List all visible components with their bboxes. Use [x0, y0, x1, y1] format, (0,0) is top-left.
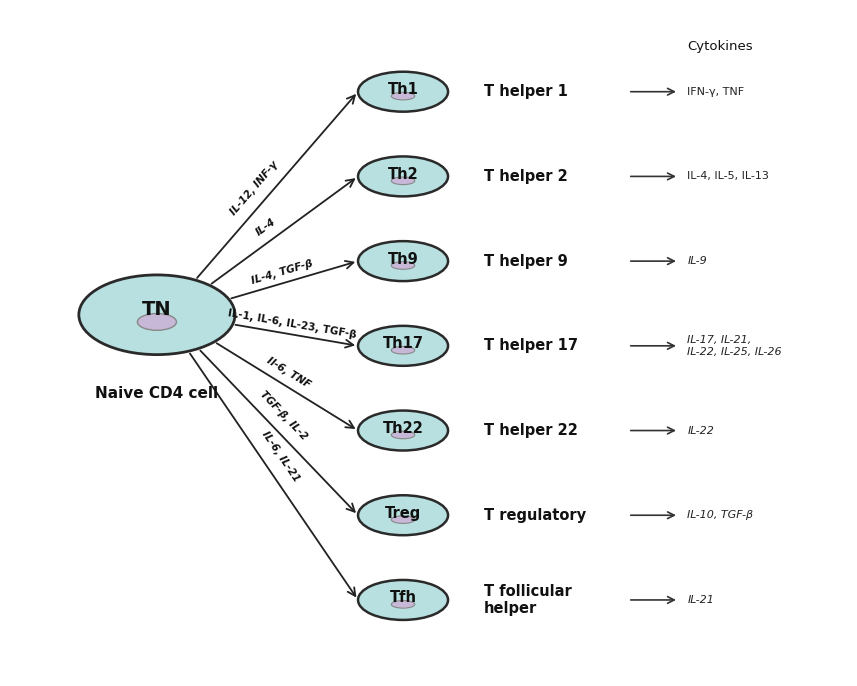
Text: TN: TN: [142, 300, 171, 320]
Text: TGF-β, IL-2: TGF-β, IL-2: [258, 390, 309, 442]
Ellipse shape: [137, 314, 177, 330]
Ellipse shape: [392, 177, 415, 185]
Text: Il-6, TNF: Il-6, TNF: [265, 355, 312, 390]
Text: IL-21: IL-21: [687, 595, 714, 605]
Text: IL-6, IL-21: IL-6, IL-21: [260, 429, 301, 484]
Text: Th22: Th22: [382, 421, 423, 436]
Text: IL-17, IL-21,
IL-22, IL-25, IL-26: IL-17, IL-21, IL-22, IL-25, IL-26: [687, 335, 782, 357]
Text: T helper 9: T helper 9: [483, 254, 567, 269]
Text: IL-12, INF-γ: IL-12, INF-γ: [229, 159, 280, 217]
Text: Naive CD4 cell: Naive CD4 cell: [95, 386, 219, 401]
Ellipse shape: [358, 580, 448, 620]
Text: IL-4, IL-5, IL-13: IL-4, IL-5, IL-13: [687, 172, 770, 181]
Ellipse shape: [358, 495, 448, 535]
Ellipse shape: [392, 431, 415, 439]
Text: Th1: Th1: [387, 82, 418, 97]
Ellipse shape: [392, 346, 415, 354]
Text: T helper 17: T helper 17: [483, 338, 578, 353]
Ellipse shape: [392, 93, 415, 100]
Text: Cytokines: Cytokines: [687, 40, 753, 53]
Ellipse shape: [392, 262, 415, 270]
Text: IFN-γ, TNF: IFN-γ, TNF: [687, 86, 745, 97]
Text: IL-22: IL-22: [687, 425, 714, 436]
Ellipse shape: [358, 72, 448, 112]
Ellipse shape: [358, 156, 448, 196]
Ellipse shape: [358, 241, 448, 281]
Ellipse shape: [79, 275, 235, 355]
Text: IL-4: IL-4: [254, 217, 278, 238]
Text: T regulatory: T regulatory: [483, 508, 586, 523]
Text: Th9: Th9: [387, 252, 418, 267]
Text: Tfh: Tfh: [390, 591, 417, 606]
Ellipse shape: [358, 410, 448, 451]
Ellipse shape: [392, 516, 415, 523]
Ellipse shape: [358, 326, 448, 366]
Text: T helper 1: T helper 1: [483, 84, 567, 99]
Text: T helper 22: T helper 22: [483, 423, 578, 438]
Text: T helper 2: T helper 2: [483, 169, 567, 184]
Text: IL-1, IL-6, IL-23, TGF-β: IL-1, IL-6, IL-23, TGF-β: [227, 308, 357, 340]
Ellipse shape: [392, 600, 415, 608]
Text: IL-10, TGF-β: IL-10, TGF-β: [687, 510, 753, 520]
Text: Th2: Th2: [387, 167, 418, 182]
Text: T follicular
helper: T follicular helper: [483, 584, 572, 616]
Text: Treg: Treg: [385, 506, 421, 521]
Text: IL-9: IL-9: [687, 256, 707, 266]
Text: IL-4, TGF-β: IL-4, TGF-β: [250, 259, 314, 286]
Text: Th17: Th17: [382, 336, 423, 351]
